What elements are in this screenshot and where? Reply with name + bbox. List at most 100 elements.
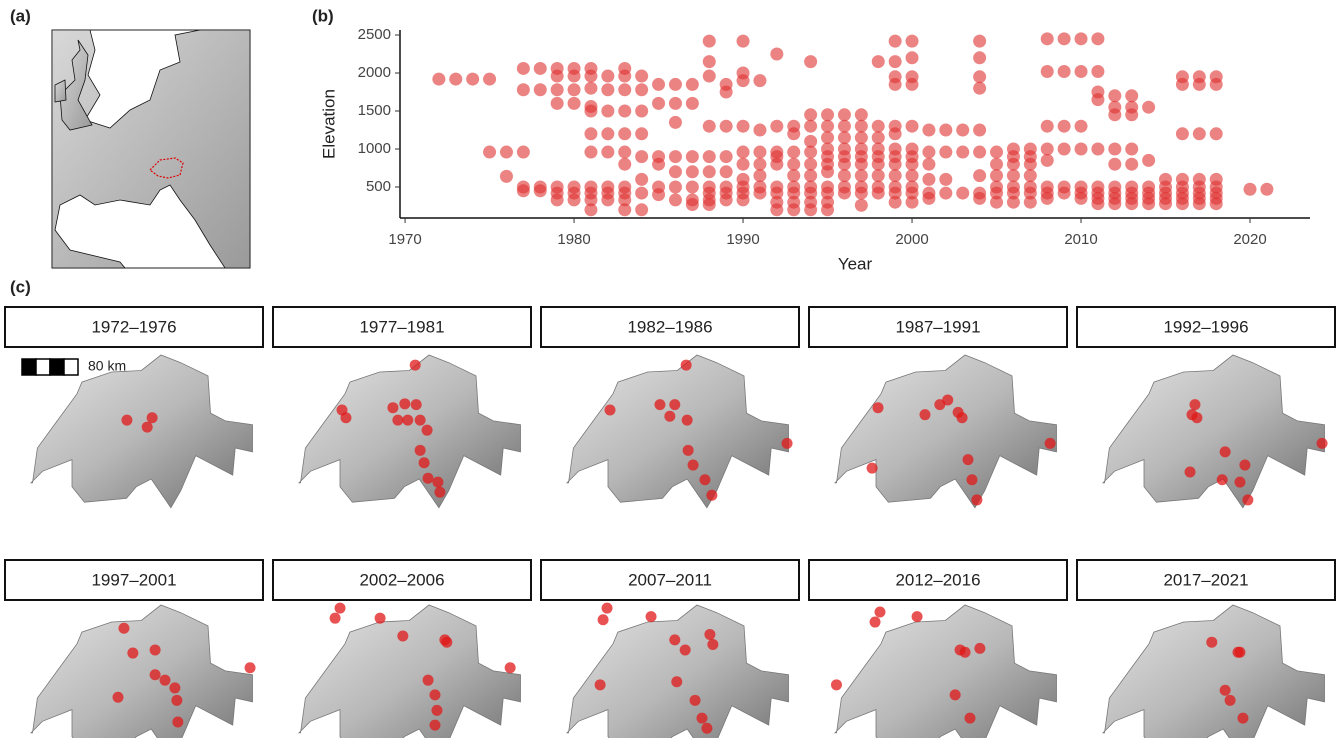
point — [601, 193, 614, 206]
x-tick-label: 1980 — [557, 231, 590, 248]
point — [601, 83, 614, 96]
point — [652, 78, 665, 91]
point — [1125, 197, 1138, 210]
point — [686, 78, 699, 91]
record-point — [387, 402, 398, 413]
point — [855, 120, 868, 133]
point — [1058, 187, 1071, 200]
point — [635, 173, 648, 186]
scale-bar — [64, 359, 78, 375]
record-point — [654, 399, 665, 410]
point — [922, 192, 935, 205]
country-map — [31, 355, 253, 508]
point — [1244, 183, 1257, 196]
record-point — [150, 644, 161, 655]
point — [770, 158, 783, 171]
record-point — [422, 425, 433, 436]
point — [1142, 101, 1155, 114]
point — [703, 150, 716, 163]
point — [635, 127, 648, 140]
point — [720, 165, 733, 178]
point — [584, 105, 597, 118]
point — [838, 187, 851, 200]
point — [652, 97, 665, 110]
point — [973, 124, 986, 137]
point — [838, 131, 851, 144]
point — [872, 131, 885, 144]
record-point — [602, 603, 613, 614]
record-point — [423, 675, 434, 686]
point — [618, 146, 631, 159]
point — [1024, 158, 1037, 171]
record-point — [142, 422, 153, 433]
point — [872, 120, 885, 133]
record-point — [127, 648, 138, 659]
record-point — [1220, 685, 1231, 696]
point — [466, 73, 479, 86]
point — [686, 97, 699, 110]
point — [720, 150, 733, 163]
point — [838, 120, 851, 133]
record-point — [701, 723, 712, 734]
point — [1260, 183, 1273, 196]
point — [534, 184, 547, 197]
record-point — [432, 477, 443, 488]
record-point — [669, 399, 680, 410]
point — [1108, 197, 1121, 210]
point — [551, 193, 564, 206]
point — [584, 127, 597, 140]
record-point — [429, 689, 440, 700]
point — [1075, 120, 1088, 133]
facet-title: 1977–1981 — [359, 317, 444, 336]
point — [1041, 154, 1054, 167]
point — [906, 120, 919, 133]
point — [855, 199, 868, 212]
point — [720, 86, 733, 99]
record-point — [375, 613, 386, 624]
point — [737, 146, 750, 159]
point — [703, 55, 716, 68]
point — [1091, 32, 1104, 45]
point — [872, 55, 885, 68]
point — [973, 70, 986, 83]
record-point — [402, 415, 413, 426]
point — [838, 158, 851, 171]
record-point — [971, 494, 982, 505]
point — [787, 203, 800, 216]
record-point — [1237, 713, 1248, 724]
point — [1108, 108, 1121, 121]
point — [939, 187, 952, 200]
scale-bar — [22, 359, 36, 375]
point — [990, 158, 1003, 171]
facet-title: 2017–2021 — [1163, 570, 1248, 589]
y-tick-label: 500 — [366, 178, 391, 195]
record-point — [1189, 399, 1200, 410]
point — [703, 165, 716, 178]
record-point — [147, 412, 158, 423]
record-point — [873, 402, 884, 413]
record-point — [964, 713, 975, 724]
record-point — [688, 460, 699, 471]
country-map — [299, 355, 521, 508]
point — [787, 158, 800, 171]
record-point — [335, 603, 346, 614]
point — [889, 78, 902, 91]
record-point — [681, 360, 692, 371]
point — [855, 131, 868, 144]
country-map — [567, 605, 789, 738]
point — [635, 70, 648, 83]
record-point — [160, 675, 171, 686]
country-map — [567, 355, 789, 508]
point — [1075, 32, 1088, 45]
y-tick-label: 1500 — [358, 102, 391, 119]
point — [838, 169, 851, 182]
x-tick-label: 2000 — [895, 231, 928, 248]
point — [601, 105, 614, 118]
point — [889, 169, 902, 182]
point — [922, 146, 935, 159]
record-point — [113, 692, 124, 703]
overview-map — [52, 30, 250, 268]
point — [1024, 196, 1037, 209]
point — [855, 169, 868, 182]
point — [652, 188, 665, 201]
